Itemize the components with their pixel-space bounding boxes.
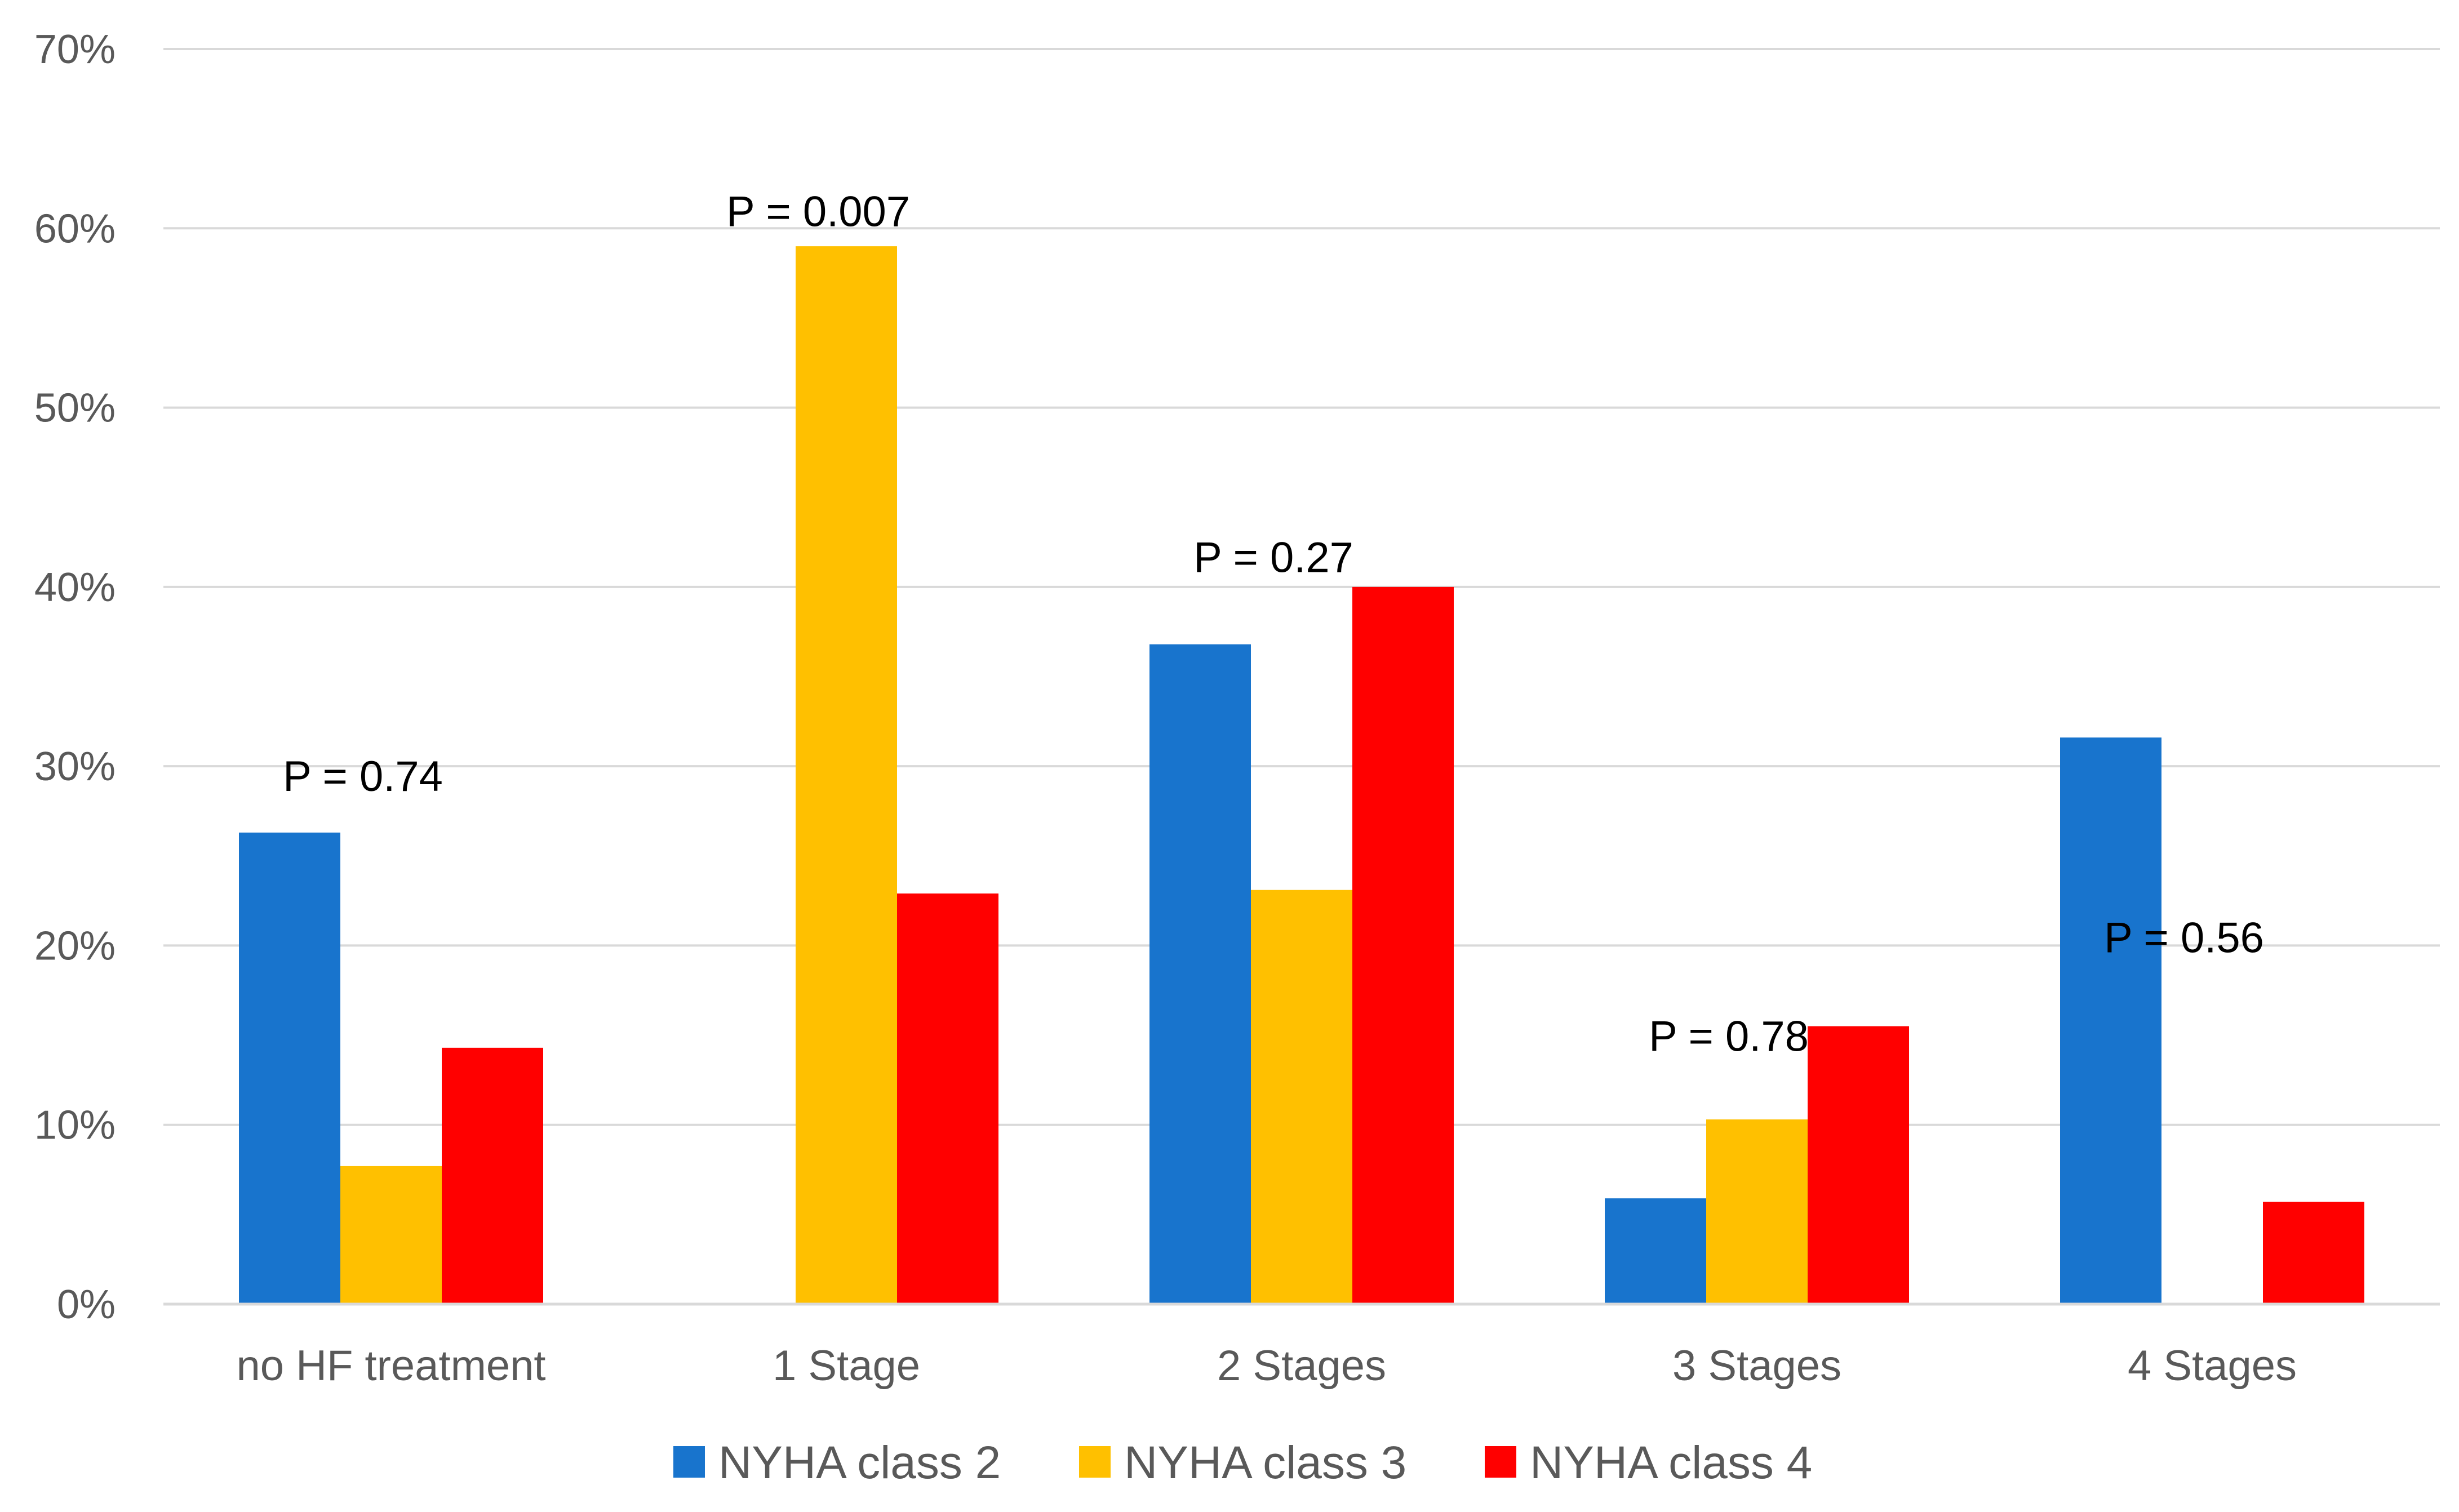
p-value-annotation: P = 0.78	[1649, 1013, 1809, 1061]
bar-nyha-class-3-3-stages	[1706, 1119, 1808, 1304]
y-tick-label: 60%	[34, 206, 116, 251]
bar-nyha-class-4-4-stages	[2263, 1202, 2364, 1304]
y-axis-tick-labels: 0% 10% 20% 30% 40% 50% 60% 70%	[34, 27, 116, 1327]
bar-nyha-class-3-2-stages	[1251, 890, 1352, 1304]
bar-nyha-class-2-3-stages	[1605, 1198, 1706, 1304]
legend-swatch-nyha-class-2	[673, 1446, 705, 1478]
bar-nyha-class-2-2-stages	[1149, 644, 1251, 1304]
p-value-annotation: P = 0.27	[1193, 534, 1353, 582]
x-category-label: 2 Stages	[1217, 1342, 1386, 1390]
x-category-label: 1 Stage	[773, 1342, 920, 1390]
x-category-label: no HF treatment	[236, 1342, 545, 1390]
gridlines	[163, 48, 2440, 1126]
bars	[239, 246, 2364, 1305]
bar-nyha-class-3-1-stage	[796, 246, 897, 1305]
bar-nyha-class-4-1-stage	[897, 893, 998, 1304]
bar-nyha-class-3-no-hf-treatment	[340, 1166, 442, 1304]
y-tick-label: 30%	[34, 744, 116, 789]
x-axis-category-labels: no HF treatment 1 Stage 2 Stages 3 Stages 4 …	[236, 1342, 2297, 1390]
x-category-label: 3 Stages	[1672, 1342, 1841, 1390]
legend: NYHA class 2 NYHA class 3 NYHA class 4	[673, 1437, 1812, 1488]
bar-nyha-class-4-2-stages	[1352, 586, 1454, 1304]
legend-label: NYHA class 2	[718, 1437, 1001, 1488]
legend-swatch-nyha-class-3	[1079, 1446, 1111, 1478]
y-tick-label: 40%	[34, 565, 116, 610]
x-category-label: 4 Stages	[2128, 1342, 2297, 1390]
bar-nyha-class-4-3-stages	[1808, 1026, 1909, 1304]
p-value-annotation: P = 0.007	[726, 188, 910, 235]
legend-label: NYHA class 3	[1124, 1437, 1406, 1488]
legend-label: NYHA class 4	[1530, 1437, 1812, 1488]
y-tick-label: 50%	[34, 386, 116, 431]
y-tick-label: 20%	[34, 923, 116, 968]
bar-nyha-class-2-4-stages	[2060, 737, 2161, 1304]
y-tick-label: 10%	[34, 1103, 116, 1148]
p-value-annotations: P = 0.74 P = 0.007 P = 0.27 P = 0.78 P = 0.5…	[283, 188, 2264, 1060]
bar-nyha-class-4-no-hf-treatment	[442, 1047, 543, 1304]
p-value-annotation: P = 0.74	[283, 753, 443, 801]
y-tick-label: 70%	[34, 27, 116, 72]
legend-swatch-nyha-class-4	[1485, 1446, 1516, 1478]
bar-nyha-class-2-no-hf-treatment	[239, 832, 340, 1304]
y-tick-label: 0%	[57, 1282, 116, 1327]
p-value-annotation: P = 0.56	[2104, 914, 2264, 962]
